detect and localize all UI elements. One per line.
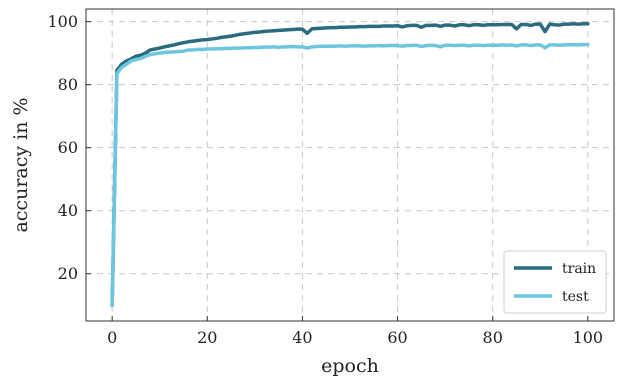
grid-lines	[86, 9, 614, 321]
series-lines	[110, 22, 590, 307]
legend-label-train: train	[562, 261, 596, 277]
x-tick-label: 20	[197, 328, 217, 347]
x-tick-label: 80	[483, 328, 503, 347]
legend-label-test: test	[562, 289, 589, 305]
x-axis-label: epoch	[321, 355, 379, 377]
plot-area-frame	[85, 8, 615, 322]
x-tick-label: 0	[107, 328, 117, 347]
x-tick-label: 100	[573, 328, 604, 347]
y-tick-label: 100	[47, 12, 78, 31]
y-axis-label: accuracy in %	[10, 97, 32, 232]
legend: train test	[503, 250, 607, 314]
y-tick-label: 60	[58, 138, 78, 157]
y-tick-label: 20	[58, 264, 78, 283]
series-line-train	[110, 22, 590, 307]
x-tick-label: 40	[292, 328, 312, 347]
y-tick-label: 40	[58, 201, 78, 220]
series-line-test	[110, 42, 590, 307]
x-tick-label: 60	[387, 328, 407, 347]
axis-ticks: 0 20 40 60 80 100 20 40 60 80 100	[47, 12, 603, 347]
y-tick-label: 80	[58, 75, 78, 94]
